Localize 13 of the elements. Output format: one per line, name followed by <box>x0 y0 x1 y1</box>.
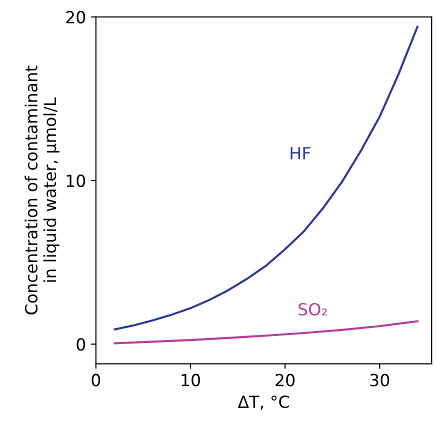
x-tick-label: 20 <box>276 374 295 386</box>
x-axis-title: ΔT, °C <box>238 395 289 410</box>
line-series <box>114 320 418 344</box>
y-axis-title: Concentration of contaminant in liquid water, μmol/L <box>24 66 60 314</box>
y-tick-label: 10 <box>66 174 86 188</box>
series-label: SO₂ <box>298 302 327 316</box>
x-tick-label: 30 <box>370 374 390 386</box>
line-series <box>114 26 418 330</box>
y-tick-label: 0 <box>76 338 86 351</box>
text: HF <box>290 147 310 160</box>
y-tick-label: 20 <box>66 10 86 24</box>
x-tick-label: 0 <box>92 374 100 386</box>
x-tick-label: 10 <box>182 374 200 386</box>
